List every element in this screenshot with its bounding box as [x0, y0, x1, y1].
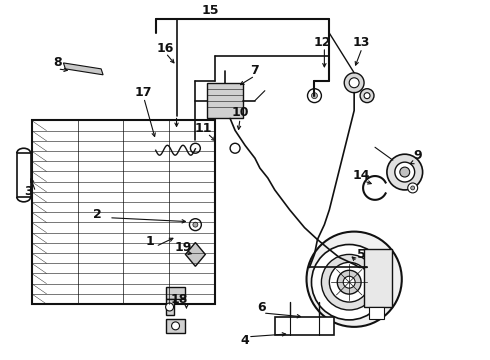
Circle shape: [307, 231, 402, 327]
Bar: [275, 317, 334, 335]
Circle shape: [395, 162, 415, 182]
Circle shape: [329, 262, 369, 302]
Text: 3: 3: [24, 185, 33, 198]
Text: 10: 10: [231, 106, 249, 119]
Polygon shape: [185, 243, 205, 266]
Text: 17: 17: [135, 86, 152, 99]
Circle shape: [387, 154, 422, 190]
Circle shape: [172, 322, 179, 330]
Text: 5: 5: [357, 248, 366, 261]
Bar: [369, 307, 384, 319]
Circle shape: [343, 276, 355, 288]
Circle shape: [360, 89, 374, 103]
Text: 7: 7: [250, 64, 259, 77]
Circle shape: [191, 143, 200, 153]
Circle shape: [308, 89, 321, 103]
Circle shape: [193, 222, 198, 227]
Text: 8: 8: [53, 57, 62, 69]
Text: 19: 19: [175, 241, 192, 254]
Circle shape: [321, 255, 377, 310]
Text: 9: 9: [414, 149, 422, 162]
Circle shape: [312, 93, 318, 99]
Bar: [17, 153, 31, 197]
Text: 1: 1: [146, 235, 154, 248]
Text: 16: 16: [157, 41, 174, 54]
Bar: [207, 83, 243, 118]
Circle shape: [411, 186, 415, 190]
Text: 18: 18: [171, 293, 188, 306]
Bar: [166, 319, 185, 333]
Polygon shape: [63, 63, 103, 75]
Circle shape: [312, 244, 387, 320]
Text: 12: 12: [314, 36, 331, 49]
Bar: [166, 299, 173, 315]
Bar: [166, 287, 185, 299]
Circle shape: [408, 183, 417, 193]
Text: 6: 6: [258, 301, 266, 314]
Circle shape: [337, 270, 361, 294]
Circle shape: [190, 219, 201, 231]
Circle shape: [344, 73, 364, 93]
Circle shape: [166, 303, 173, 311]
Text: 13: 13: [352, 36, 370, 49]
Text: 15: 15: [201, 4, 219, 17]
Circle shape: [349, 78, 359, 88]
Circle shape: [400, 167, 410, 177]
Text: 4: 4: [241, 334, 249, 347]
Text: 14: 14: [352, 168, 370, 181]
Bar: [364, 249, 392, 307]
Text: 2: 2: [93, 208, 101, 221]
Circle shape: [230, 143, 240, 153]
Text: 11: 11: [195, 122, 212, 135]
Circle shape: [364, 93, 370, 99]
Bar: [32, 121, 215, 304]
